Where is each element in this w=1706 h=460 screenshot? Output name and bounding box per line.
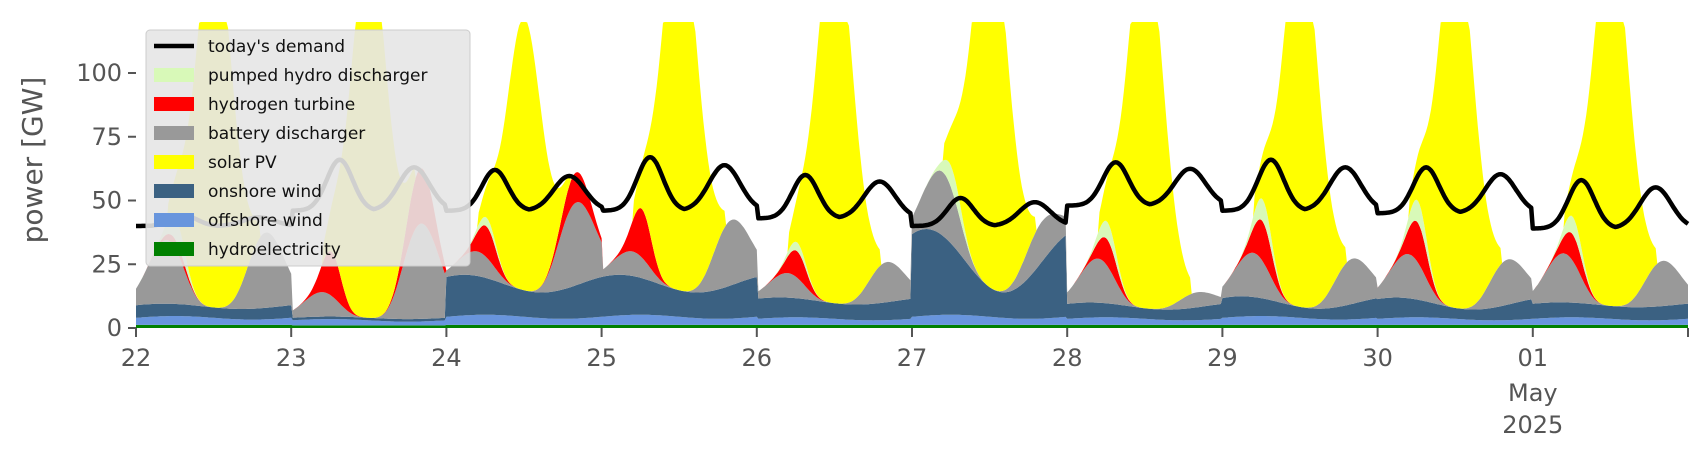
- x-tick-month-label: May: [1508, 379, 1558, 407]
- legend-entry-label: hydroelectricity: [208, 240, 341, 260]
- y-tick-label: 75: [91, 123, 122, 151]
- x-tick-label: 24: [431, 344, 462, 372]
- series-area-hydroelectricity: [136, 324, 1688, 328]
- y-tick-label: 25: [91, 250, 122, 278]
- legend-swatch: [154, 68, 194, 82]
- legend-swatch: [154, 126, 194, 140]
- legend: today's demand pumped hydro discharger hyd…: [145, 29, 471, 267]
- legend-entry-label: hydrogen turbine: [208, 95, 355, 115]
- legend-swatch: [154, 242, 194, 256]
- legend-entry-label: solar PV: [208, 153, 277, 173]
- x-tick-label: 26: [742, 344, 773, 372]
- legend-entry-label: onshore wind: [208, 182, 322, 202]
- x-tick-label: 23: [276, 344, 307, 372]
- series-area-solar-pv: [136, 22, 1688, 318]
- y-axis: 0 25 50 75 100: [76, 59, 136, 342]
- y-tick-label: 100: [76, 59, 122, 87]
- legend-entry-label: offshore wind: [208, 211, 323, 231]
- legend-box: [145, 29, 471, 267]
- x-tick-label: 25: [586, 344, 617, 372]
- x-tick-label: 28: [1052, 344, 1083, 372]
- legend-swatch: [154, 213, 194, 227]
- x-axis: 22 23 24 25 26 27 28 29 30 01 May 2025: [121, 328, 1689, 439]
- legend-swatch: [154, 97, 194, 111]
- stacked-areas: [136, 22, 1688, 328]
- legend-entry-label: battery discharger: [208, 124, 365, 144]
- legend-swatch: [154, 155, 194, 169]
- x-tick-label: 29: [1207, 344, 1238, 372]
- y-tick-label: 50: [91, 187, 122, 215]
- x-tick-label: 01: [1518, 344, 1549, 372]
- x-tick-label: 27: [897, 344, 928, 372]
- y-tick-label: 0: [107, 314, 122, 342]
- legend-swatch: [154, 184, 194, 198]
- x-tick-label: 30: [1362, 344, 1393, 372]
- x-tick-label: 22: [121, 344, 152, 372]
- legend-entry-label: today's demand: [208, 37, 345, 57]
- series-area-offshore-wind: [136, 314, 1688, 326]
- y-axis-label: power [GW]: [16, 77, 49, 244]
- x-tick-year-label: 2025: [1502, 411, 1563, 439]
- series-area-onshore-wind: [136, 229, 1688, 322]
- legend-entry-label: pumped hydro discharger: [208, 66, 427, 86]
- series-area-battery-discharger: [136, 170, 1688, 320]
